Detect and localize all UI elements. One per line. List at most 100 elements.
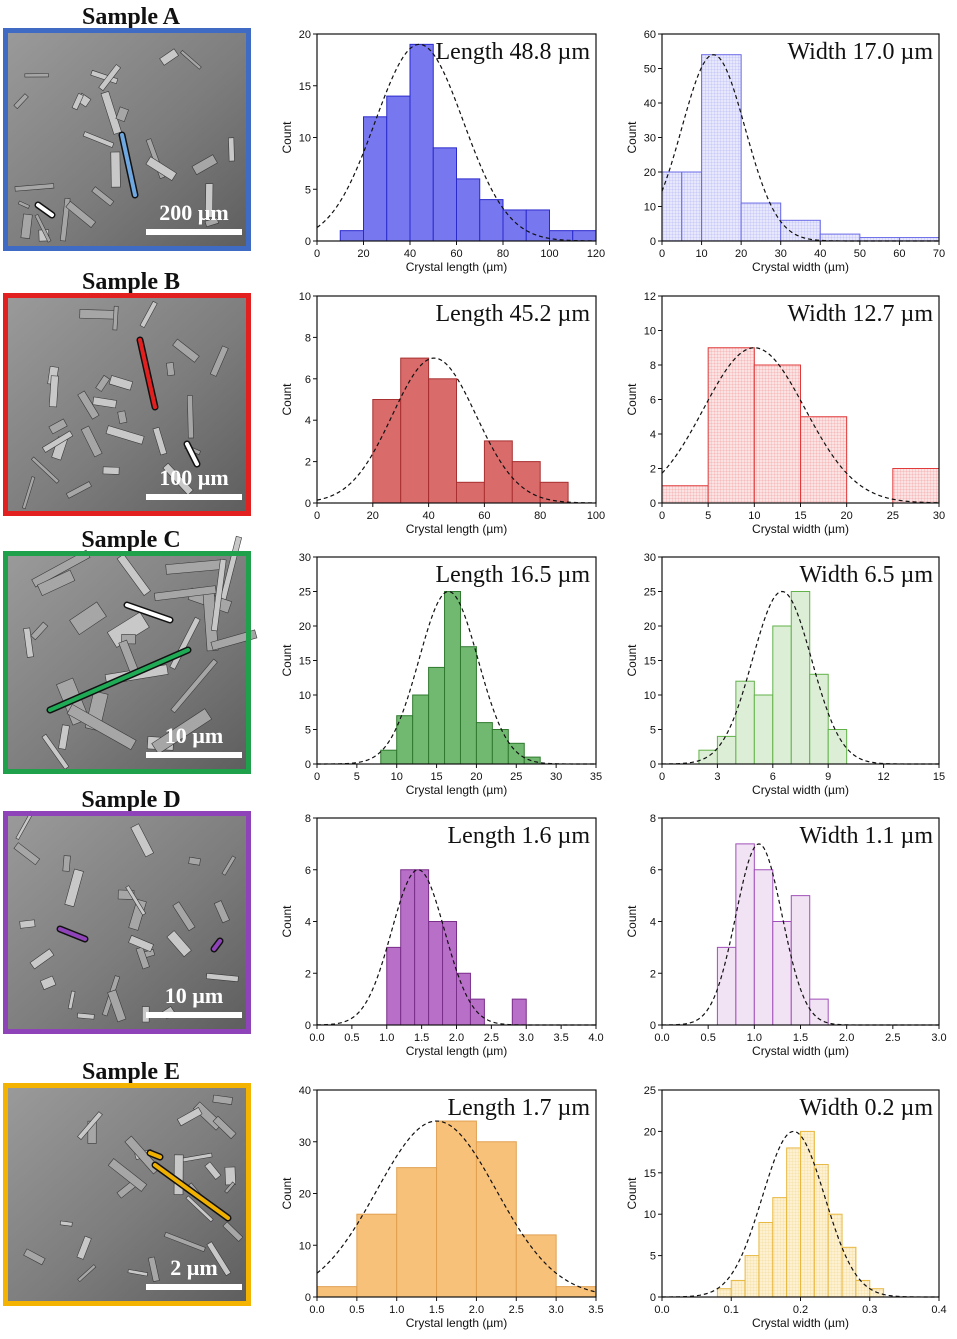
histogram-bar xyxy=(753,694,774,765)
histogram-bar xyxy=(716,1288,732,1298)
histogram-bar xyxy=(809,673,829,765)
y-tick-label: 30 xyxy=(644,552,656,564)
x-tick-label: 0 xyxy=(659,771,665,783)
histogram-bar xyxy=(790,591,811,765)
crystal-particle xyxy=(185,1195,214,1223)
crystal-particle xyxy=(228,137,235,162)
x-tick-label: 0.1 xyxy=(724,1304,739,1316)
crystal-particle xyxy=(107,989,127,1023)
x-tick-label: 10 xyxy=(695,248,707,260)
y-tick-label: 25 xyxy=(644,587,656,599)
y-tick-label: 0 xyxy=(650,1292,656,1304)
y-tick-label: 0 xyxy=(650,1020,656,1032)
x-tick-label: 0 xyxy=(659,510,665,522)
histogram-bar xyxy=(841,1246,857,1298)
crystal-particle xyxy=(163,1231,206,1253)
y-tick-label: 15 xyxy=(644,656,656,668)
y-tick-label: 6 xyxy=(305,374,311,386)
crystal-particle xyxy=(30,456,60,484)
histogram-bar xyxy=(800,416,848,504)
crystal-particle xyxy=(145,156,177,181)
crystal-particle xyxy=(172,901,196,932)
histogram-bar xyxy=(507,742,525,765)
crystal-particle xyxy=(221,855,236,876)
y-tick-label: 10 xyxy=(644,690,656,702)
x-tick-label: 2.0 xyxy=(449,1032,464,1044)
histogram-bar xyxy=(386,95,411,242)
histogram-bar xyxy=(400,869,416,1026)
histogram-bar xyxy=(511,998,527,1026)
length-histogram: 0.0 0.5 1.0 1.5 2.0 2.5 3.0 3.5 0 10 20 30 40 Crystal… xyxy=(280,1085,604,1330)
y-tick-label: 15 xyxy=(299,656,311,668)
histogram-bar xyxy=(572,230,597,242)
length-mean-label: Length 1.7 µm xyxy=(448,1095,591,1121)
crystal-particle xyxy=(116,553,151,596)
crystal-particle xyxy=(107,1158,148,1192)
x-tick-label: 2.5 xyxy=(885,1032,900,1044)
sample-frame xyxy=(3,1083,251,1306)
y-tick-label: 8 xyxy=(305,813,311,825)
x-tick-label: 0.3 xyxy=(862,1304,877,1316)
y-axis-label: Count xyxy=(280,383,294,416)
crystal-particle xyxy=(76,1235,92,1260)
measurement-arrow-core xyxy=(125,603,172,622)
histogram-bar xyxy=(414,869,430,1026)
x-tick-label: 3.5 xyxy=(553,1032,568,1044)
crystal-particle xyxy=(98,64,122,92)
crystal-particle xyxy=(127,1269,149,1277)
y-tick-label: 40 xyxy=(644,98,656,110)
sample-panel: Sample B 100 µm xyxy=(3,269,251,516)
crystal-particle xyxy=(147,1256,160,1283)
x-tick-label: 0.2 xyxy=(793,1304,808,1316)
crystal-particle xyxy=(152,426,168,456)
histogram-bar xyxy=(740,202,782,242)
x-axis-label: Crystal width (µm) xyxy=(752,783,849,797)
x-tick-label: 10 xyxy=(748,510,760,522)
y-tick-label: 5 xyxy=(650,1251,656,1263)
y-tick-label: 10 xyxy=(644,1209,656,1221)
crystal-particle xyxy=(211,558,227,632)
crystal-particle xyxy=(24,73,49,78)
histogram-bar xyxy=(730,1279,746,1298)
crystal-particle xyxy=(162,462,194,496)
y-axis-label: Count xyxy=(625,1177,639,1210)
crystal-particle xyxy=(77,1012,95,1020)
x-tick-label: 5 xyxy=(705,510,711,522)
x-tick-label: 0 xyxy=(659,248,665,260)
histogram-bar xyxy=(772,1197,788,1298)
width-mean-label: Width 1.1 µm xyxy=(799,823,933,849)
histogram-bar xyxy=(772,625,792,765)
measurement-arrow-core xyxy=(153,1163,230,1220)
crystal-particle xyxy=(59,1220,73,1227)
length-mean-label: Length 1.6 µm xyxy=(448,823,591,849)
length-mean-label: Length 48.8 µm xyxy=(436,39,591,65)
histogram-bar xyxy=(758,1221,774,1298)
y-tick-label: 5 xyxy=(305,184,311,196)
x-tick-label: 120 xyxy=(587,248,605,260)
histogram-bar xyxy=(400,357,430,504)
crystal-particle xyxy=(77,1111,103,1141)
crystal-particle xyxy=(224,1166,236,1186)
crystal-particle xyxy=(105,425,145,445)
measurement-arrow-core xyxy=(138,338,157,409)
y-tick-label: 10 xyxy=(299,1240,311,1252)
histogram-bar xyxy=(339,230,364,242)
scale-bar-label: 2 µm xyxy=(170,1255,218,1280)
y-tick-label: 20 xyxy=(644,1126,656,1138)
y-tick-label: 0 xyxy=(650,236,656,248)
length-mean-label: Length 45.2 µm xyxy=(436,301,591,327)
crystal-particle xyxy=(34,213,52,243)
histogram-bar xyxy=(800,1130,815,1298)
crystal-particle xyxy=(65,481,92,499)
x-tick-label: 1.0 xyxy=(389,1304,404,1316)
histogram-bar xyxy=(809,998,829,1026)
scale-bar xyxy=(146,752,242,758)
x-tick-label: 5 xyxy=(354,771,360,783)
y-tick-label: 0 xyxy=(650,759,656,771)
histogram-bar xyxy=(428,378,458,504)
x-tick-label: 50 xyxy=(854,248,866,260)
histogram-bar xyxy=(502,209,527,242)
histogram-bar xyxy=(386,946,402,1026)
x-tick-label: 1.5 xyxy=(793,1032,808,1044)
crystal-particle xyxy=(212,1115,237,1140)
